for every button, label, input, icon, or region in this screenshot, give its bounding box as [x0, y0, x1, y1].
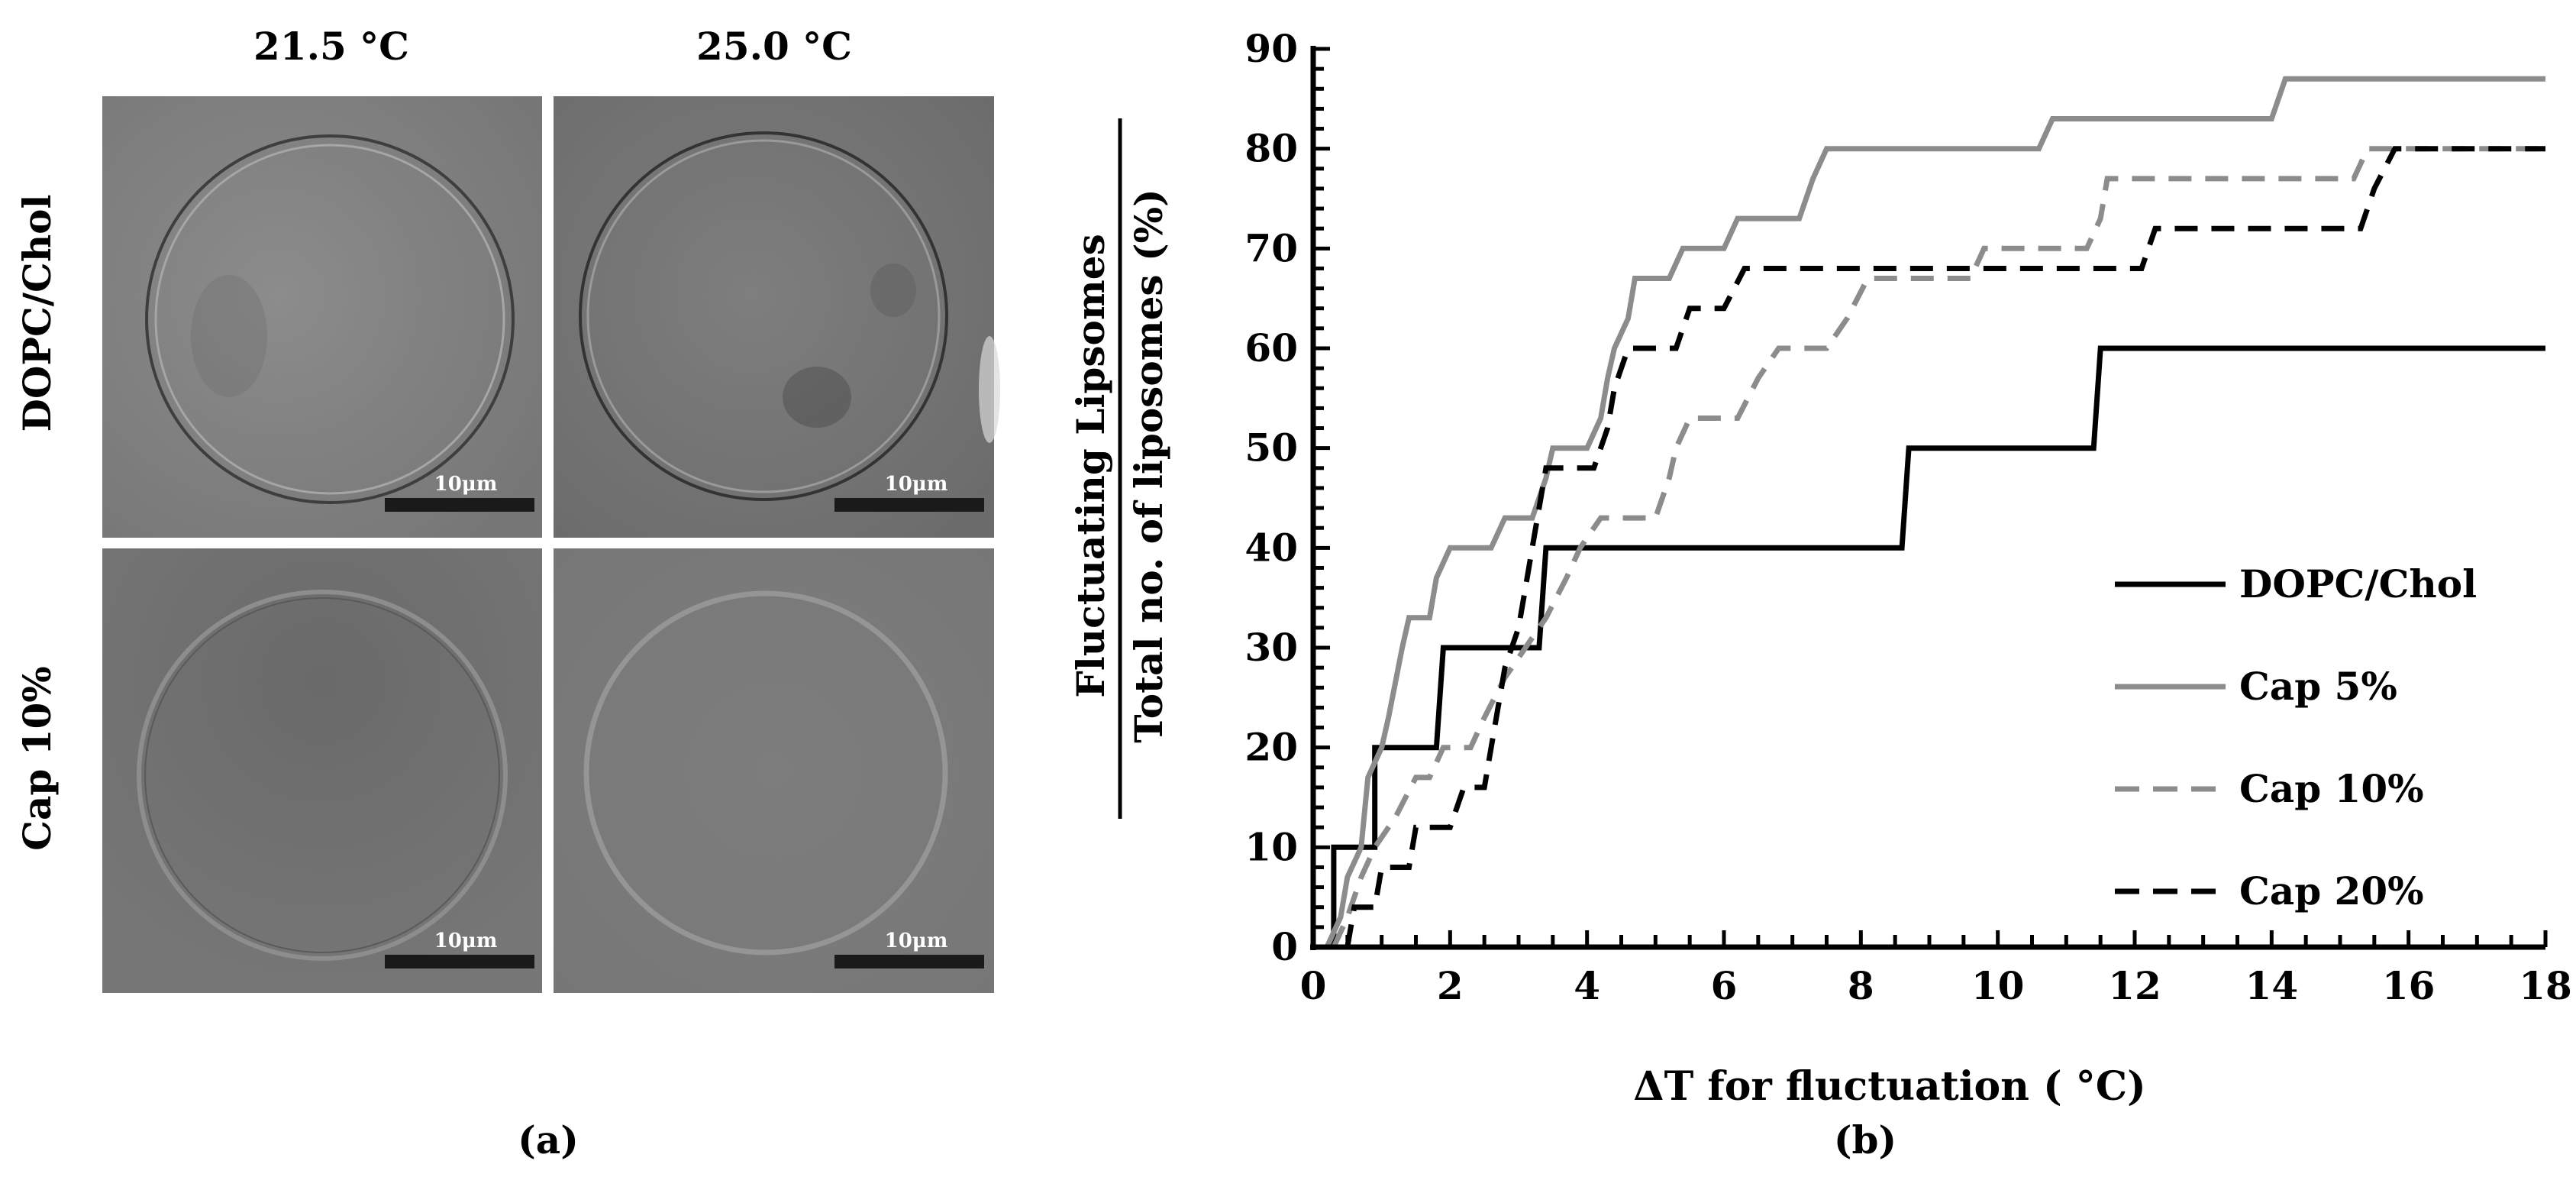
series-layer [1320, 76, 2545, 950]
scale-bar [385, 955, 534, 968]
legend: DOPC/Chol Cap 5% Cap 10% Cap 20% [2115, 561, 2477, 913]
panel-b-chart: 0 10 20 30 40 50 60 70 80 90 0 2 4 6 8 10 12 14 16 18 Fluc… [1068, 26, 2572, 1162]
y-axis-label-numerator: Fluctuating Lipsomes [1068, 234, 1113, 697]
scale-bar-label: 10μm [885, 930, 948, 952]
micrograph-dopc-25: 10μm [554, 96, 1000, 538]
series-line-cap-20 [1344, 146, 2545, 948]
y-axis-label-denominator: Total no. of liposomes (%) [1126, 189, 1171, 743]
y-tick-label: 90 [1244, 26, 1298, 71]
scale-bar-label: 10μm [434, 930, 498, 952]
legend-label-cap-5: Cap 5% [2239, 664, 2397, 709]
scale-bar [834, 498, 984, 512]
legend-label-dopc-chol: DOPC/Chol [2239, 561, 2477, 606]
y-tick-label: 80 [1244, 126, 1298, 171]
x-tick-label: 0 [1300, 963, 1327, 1008]
y-axis-ticks: 0 10 20 30 40 50 60 70 80 90 [1244, 26, 1330, 969]
y-tick-label: 30 [1244, 625, 1298, 670]
micrograph-dopc-21: 10μm [102, 96, 542, 538]
scale-bar [385, 498, 534, 512]
row-header-2: Cap 10% [15, 666, 60, 851]
x-axis-label: ΔT for fluctuation ( °C) [1633, 1063, 2146, 1110]
x-tick-label: 10 [1971, 963, 2025, 1008]
y-tick-label: 0 [1271, 924, 1298, 969]
scale-bar-label: 10μm [434, 473, 498, 496]
x-tick-label: 18 [2519, 963, 2572, 1008]
series-line-cap-5 [1324, 76, 2545, 949]
panel-a: 21.5 °C 25.0 °C DOPC/Chol Cap 10% 10μm 1… [15, 24, 1000, 1162]
y-tick-label: 10 [1244, 824, 1298, 869]
x-tick-label: 16 [2382, 963, 2436, 1008]
scale-bar [834, 955, 984, 968]
y-tick-label: 20 [1244, 725, 1298, 770]
series-line-cap-10 [1331, 146, 2545, 949]
panel-b-caption: (b) [1834, 1117, 1896, 1162]
x-axis-ticks: 0 2 4 6 8 10 12 14 16 18 [1300, 930, 2572, 1008]
col-header-1: 21.5 °C [253, 24, 409, 69]
legend-label-cap-20: Cap 20% [2239, 868, 2424, 913]
y-tick-label: 60 [1244, 325, 1298, 370]
x-tick-label: 14 [2245, 963, 2299, 1008]
y-tick-label: 50 [1244, 425, 1298, 470]
x-tick-label: 6 [1711, 963, 1738, 1008]
panel-a-caption: (a) [518, 1117, 579, 1162]
y-tick-label: 40 [1244, 525, 1298, 570]
micrograph-cap10-25: 10μm [554, 548, 994, 993]
micrograph-cap10-21: 10μm [102, 548, 542, 993]
scale-bar-label: 10μm [885, 473, 948, 496]
row-header-1: DOPC/Chol [15, 194, 60, 432]
col-header-2: 25.0 °C [696, 24, 852, 69]
x-tick-label: 12 [2108, 963, 2161, 1008]
y-tick-label: 70 [1244, 225, 1298, 270]
x-tick-label: 4 [1574, 963, 1600, 1008]
legend-label-cap-10: Cap 10% [2239, 766, 2424, 811]
series-line-dopc-chol [1320, 345, 2545, 950]
x-tick-label: 8 [1848, 963, 1874, 1008]
x-tick-label: 2 [1437, 963, 1464, 1008]
